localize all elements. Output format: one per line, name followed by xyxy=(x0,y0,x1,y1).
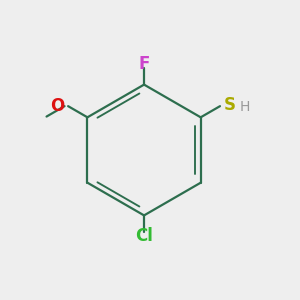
Text: F: F xyxy=(138,55,150,73)
Text: H: H xyxy=(240,100,250,114)
Text: S: S xyxy=(224,96,236,114)
Text: O: O xyxy=(50,97,64,115)
Text: Cl: Cl xyxy=(135,227,153,245)
